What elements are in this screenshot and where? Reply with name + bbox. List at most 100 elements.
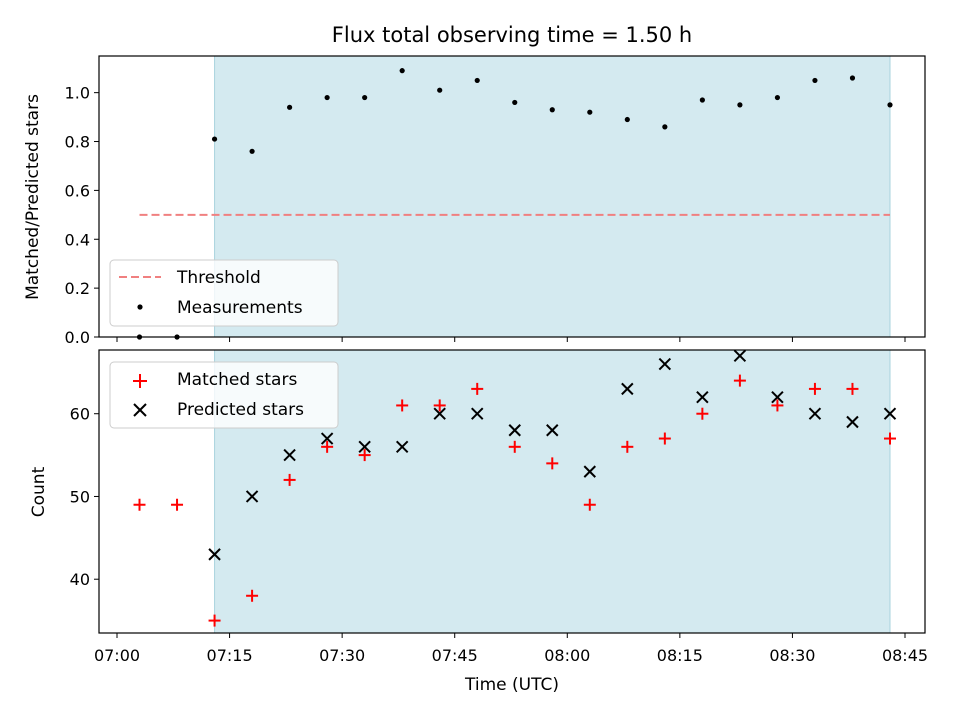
matched-stars-point: [808, 382, 821, 395]
x-tick-label: 08:30: [769, 646, 815, 665]
predicted-stars-point: [283, 448, 296, 462]
bottom-legend-box: [109, 361, 339, 429]
predicted-stars-point: [621, 382, 634, 396]
legend-predicted-label: Predicted stars: [177, 400, 304, 420]
measurements-point: [324, 94, 330, 101]
x-tick-label: 08:45: [882, 646, 928, 665]
matched-stars-point: [883, 432, 896, 445]
predicted-stars-point: [320, 432, 334, 445]
matched-stars-point: [433, 399, 446, 412]
top-plot-frame: [98, 55, 926, 338]
top-legend: Threshold Measurements: [109, 259, 339, 327]
matched-stars-point: [508, 440, 521, 453]
predicted-stars-point: [508, 424, 521, 437]
y-tick-label: 1.0: [65, 84, 90, 103]
measurements-point: [249, 148, 255, 154]
measurements-point: [887, 102, 893, 108]
y-tick-label: 50: [70, 487, 90, 506]
x-axis-label: Time (UTC): [464, 675, 559, 695]
matched-stars-point: [696, 407, 709, 420]
measurement-points: [136, 68, 893, 340]
predicted-stars-point: [208, 548, 221, 561]
matched-stars-point: [621, 440, 634, 453]
top-x-ticks: [116, 337, 906, 342]
matched-stars-point: [546, 457, 559, 470]
measurements-point: [587, 109, 593, 115]
y-tick-label: 0.8: [65, 133, 90, 152]
predicted-stars-point: [546, 424, 559, 437]
y-tick-label: 0.4: [65, 230, 90, 249]
bottom-panel: 40 50 60 07:00 07:15 07:30 07:45 08:00 08:15 08:…: [29, 349, 928, 695]
matched-stars-point: [171, 498, 184, 511]
x-tick-label: 07:00: [94, 646, 140, 665]
predicted-stars-point: [771, 390, 784, 404]
measurements-point: [211, 136, 218, 142]
measurements-point: [849, 75, 856, 81]
x-tick-label: 07:30: [319, 646, 365, 665]
legend-measurements-label: Measurements: [177, 298, 303, 318]
legend-matched-label: Matched stars: [177, 370, 297, 390]
measurements-point: [737, 102, 743, 108]
top-panel: 0.0 0.2 0.4 0.6 0.8 1.0 Matched/Predicted sta…: [23, 55, 926, 347]
matched-stars-point: [246, 589, 259, 602]
y-tick-label: 0.0: [65, 328, 90, 347]
matched-stars-point: [846, 382, 859, 395]
x-tick-label: 08:15: [657, 646, 703, 665]
predicted-stars-point: [358, 440, 371, 454]
predicted-stars-point: [733, 349, 747, 362]
count-points: [133, 349, 897, 627]
matched-stars-point: [283, 473, 296, 486]
y-tick-label: 0.2: [65, 279, 90, 298]
predicted-stars-point: [433, 407, 446, 420]
top-ylabel: Matched/Predicted stars: [23, 94, 43, 300]
bottom-y-ticks: 40 50 60: [70, 405, 99, 589]
predicted-stars-point: [808, 407, 822, 420]
x-tick-label: 08:00: [544, 646, 590, 665]
y-tick-label: 60: [70, 405, 90, 424]
predicted-stars-point: [658, 357, 672, 371]
chart-title: Flux total observing time = 1.50 h: [332, 23, 692, 47]
x-tick-label: 07:15: [207, 646, 253, 665]
x-tick-label: 07:45: [432, 646, 478, 665]
matched-stars-point: [396, 399, 409, 412]
top-y-ticks: 0.0 0.2 0.4 0.6 0.8 1.0: [65, 84, 99, 347]
measurements-point: [399, 68, 405, 74]
matched-stars-point: [771, 399, 784, 412]
measurements-point: [287, 104, 293, 110]
matched-stars-point: [208, 614, 221, 627]
matched-stars-point: [583, 498, 596, 511]
predicted-stars-point: [245, 490, 259, 503]
legend-measurements-swatch: [137, 304, 143, 310]
matched-stars-point: [358, 449, 371, 462]
predicted-stars-point: [846, 415, 859, 429]
top-legend-box: [109, 259, 339, 327]
matched-stars-point: [321, 440, 334, 453]
measurements-point: [812, 77, 818, 84]
legend-threshold-label: Threshold: [176, 268, 261, 288]
predicted-stars-point: [583, 465, 597, 478]
y-tick-label: 40: [70, 570, 90, 589]
matched-stars-point: [133, 498, 146, 511]
matched-stars-point: [658, 432, 671, 445]
bottom-ylabel: Count: [29, 466, 49, 517]
bottom-legend: Matched stars Predicted stars: [109, 361, 339, 429]
measurements-point: [699, 97, 705, 103]
predicted-stars-point: [883, 407, 897, 420]
measurements-point: [437, 87, 443, 93]
matched-stars-point: [471, 382, 484, 395]
measurements-point: [662, 124, 668, 130]
measurements-point: [474, 77, 480, 84]
legend-predicted-swatch: [133, 403, 147, 417]
measurements-point: [774, 94, 781, 101]
legend-matched-swatch: [133, 374, 147, 388]
measurements-point: [362, 94, 368, 101]
measurements-point: [624, 116, 630, 123]
predicted-stars-point: [471, 407, 484, 420]
bottom-x-ticks: 07:00 07:15 07:30 07:45 08:00 08:15 08:30 08:45: [94, 633, 928, 665]
bottom-plot-frame: [98, 349, 926, 634]
predicted-stars-point: [696, 390, 709, 404]
measurements-point: [549, 107, 555, 113]
measurements-point: [512, 99, 518, 106]
matched-stars-point: [733, 374, 746, 387]
